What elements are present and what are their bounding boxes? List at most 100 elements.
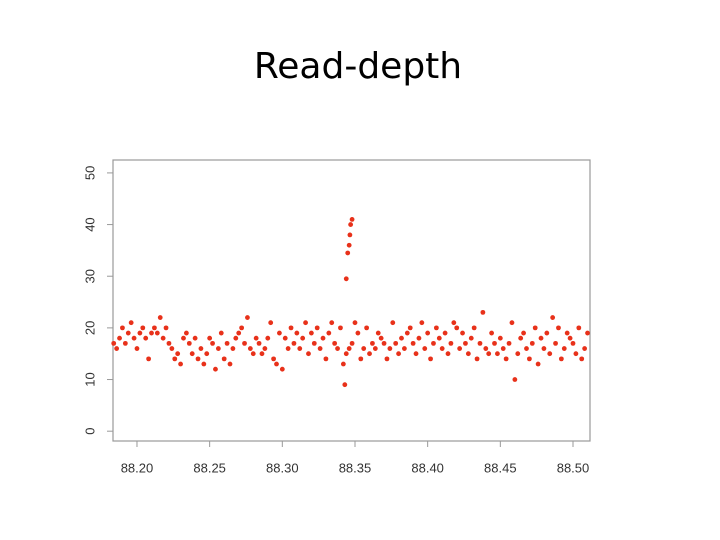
point xyxy=(239,325,245,331)
point xyxy=(175,351,181,357)
point xyxy=(218,330,224,336)
point xyxy=(288,325,294,331)
x-tick-label: 88.30 xyxy=(266,460,299,475)
point xyxy=(524,346,529,351)
point xyxy=(497,335,503,341)
x-tick-label: 88.45 xyxy=(484,460,517,475)
point xyxy=(143,335,149,341)
point xyxy=(480,309,486,315)
y-tick-label: 30 xyxy=(82,269,97,283)
point xyxy=(541,346,547,351)
point xyxy=(419,320,425,326)
point xyxy=(181,335,186,341)
point xyxy=(471,325,477,331)
point xyxy=(332,340,338,346)
point xyxy=(573,351,579,357)
point xyxy=(375,330,381,336)
point xyxy=(311,340,317,346)
point xyxy=(535,361,541,367)
point xyxy=(166,340,172,346)
point xyxy=(561,346,567,351)
point xyxy=(125,330,131,336)
point xyxy=(154,330,160,336)
point xyxy=(457,346,463,351)
point xyxy=(433,325,439,331)
point xyxy=(544,330,550,336)
point xyxy=(306,351,311,357)
point xyxy=(352,320,358,326)
point xyxy=(157,315,163,320)
point xyxy=(340,361,346,367)
point xyxy=(259,351,265,357)
point xyxy=(137,330,143,336)
point xyxy=(152,325,157,331)
point xyxy=(381,340,387,346)
point xyxy=(122,340,128,346)
point xyxy=(526,356,532,362)
point xyxy=(189,351,195,357)
point xyxy=(492,340,497,346)
point xyxy=(329,320,335,326)
point xyxy=(345,250,351,256)
point xyxy=(335,346,340,351)
point xyxy=(348,222,354,227)
point xyxy=(230,346,236,351)
point xyxy=(224,340,230,346)
point xyxy=(384,356,390,362)
point xyxy=(503,356,509,362)
point xyxy=(160,335,166,341)
point xyxy=(515,351,521,357)
point xyxy=(570,340,576,346)
point xyxy=(349,340,355,346)
point xyxy=(274,361,279,367)
x-tick-label: 88.50 xyxy=(557,460,590,475)
point xyxy=(131,335,137,341)
point xyxy=(300,335,306,341)
point xyxy=(486,351,492,357)
point xyxy=(198,346,204,351)
point xyxy=(372,346,378,351)
point xyxy=(256,340,262,346)
point xyxy=(308,330,314,336)
point xyxy=(343,351,349,357)
point xyxy=(247,346,253,351)
point xyxy=(553,340,558,346)
chart-title: Read-depth xyxy=(254,46,462,87)
point xyxy=(268,320,274,326)
point xyxy=(477,340,483,346)
point xyxy=(146,356,152,362)
point xyxy=(489,330,495,336)
point xyxy=(140,325,146,331)
point xyxy=(506,340,512,346)
point xyxy=(343,276,349,282)
point xyxy=(262,346,268,351)
y-tick-label: 0 xyxy=(82,428,97,435)
point xyxy=(169,346,175,351)
point xyxy=(399,335,404,341)
point xyxy=(370,340,375,346)
point xyxy=(556,325,561,331)
point xyxy=(483,346,489,351)
y-tick-label: 20 xyxy=(82,321,97,335)
point xyxy=(227,361,233,367)
point xyxy=(538,335,544,341)
point xyxy=(585,330,590,336)
point xyxy=(355,330,361,336)
point xyxy=(245,315,250,320)
point xyxy=(465,351,471,357)
point xyxy=(326,330,332,336)
point xyxy=(442,330,448,336)
point xyxy=(550,315,556,320)
point xyxy=(468,335,474,341)
point xyxy=(111,340,117,346)
point xyxy=(297,346,303,351)
point xyxy=(172,356,178,362)
point xyxy=(303,320,308,326)
point xyxy=(393,340,399,346)
point xyxy=(346,242,352,248)
point xyxy=(201,361,207,367)
x-tick-label: 88.35 xyxy=(339,460,372,475)
point xyxy=(186,340,192,346)
point xyxy=(128,320,134,326)
